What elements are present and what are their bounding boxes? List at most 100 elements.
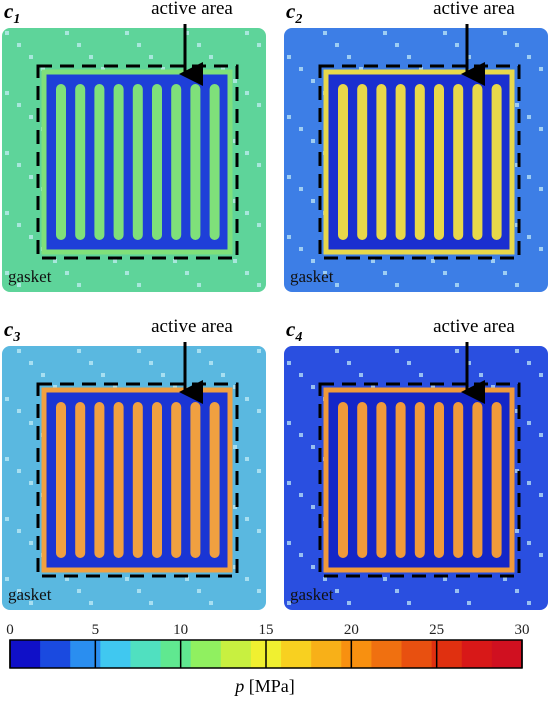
label-unit: [MPa]	[249, 676, 295, 696]
speckle	[257, 529, 261, 533]
channel-rib	[414, 84, 425, 240]
speckle	[53, 385, 57, 389]
speckle	[311, 505, 315, 509]
speckle	[113, 259, 117, 263]
colorbar-segment	[160, 640, 192, 668]
region-label: gasket	[8, 585, 52, 604]
speckle	[197, 43, 201, 47]
speckle	[515, 283, 519, 287]
speckle	[17, 529, 21, 533]
speckle	[197, 349, 201, 353]
speckle	[185, 577, 189, 581]
speckle	[503, 31, 507, 35]
speckle	[125, 271, 129, 275]
speckle	[245, 577, 249, 581]
speckle	[89, 55, 93, 59]
channel-rib	[56, 84, 66, 240]
speckle	[515, 349, 519, 353]
speckle	[41, 67, 45, 71]
colorbar-segment	[491, 640, 523, 668]
speckle	[311, 199, 315, 203]
speckle	[311, 565, 315, 569]
colorbar-segment	[40, 640, 71, 668]
speckle	[17, 349, 21, 353]
speckle	[359, 373, 363, 377]
channel-rib	[171, 84, 182, 240]
active-area-outline	[318, 64, 521, 260]
speckle	[359, 67, 363, 71]
speckle	[347, 361, 351, 365]
speckle	[299, 247, 303, 251]
channel-rib	[472, 84, 483, 240]
speckle	[299, 187, 303, 191]
speckle	[257, 349, 261, 353]
speckle	[65, 31, 69, 35]
speckle	[347, 55, 351, 59]
speckle	[5, 91, 9, 95]
speckle	[539, 553, 543, 557]
speckle	[527, 175, 531, 179]
speckle	[29, 421, 33, 425]
speckle	[527, 115, 531, 119]
speckle	[161, 67, 165, 71]
colorbar-tick-label: 30	[515, 622, 530, 638]
speckle	[407, 601, 411, 605]
speckle	[287, 541, 291, 545]
panel-label: c4	[286, 317, 302, 345]
panel-label: c2	[286, 0, 302, 27]
channel-rib	[376, 84, 387, 240]
speckle	[311, 385, 315, 389]
speckle	[257, 469, 261, 473]
speckle	[77, 283, 81, 287]
speckle	[371, 259, 375, 263]
speckle	[29, 175, 33, 179]
channel-rib	[434, 84, 444, 240]
speckle	[335, 43, 339, 47]
colorbar-tick-label: 5	[92, 622, 100, 638]
speckle	[233, 445, 237, 449]
speckle	[383, 31, 387, 35]
speckle	[233, 259, 237, 263]
speckle	[527, 541, 531, 545]
speckle	[467, 55, 471, 59]
channel-rib	[434, 402, 444, 558]
speckle	[527, 601, 531, 605]
speckle	[407, 361, 411, 365]
channel-rib	[171, 402, 182, 558]
speckle	[185, 31, 189, 35]
channel-rib	[94, 84, 105, 240]
speckle	[299, 553, 303, 557]
speckle	[395, 349, 399, 353]
speckle	[5, 31, 9, 35]
speckle	[491, 385, 495, 389]
speckle	[503, 577, 507, 581]
colorbar-segment	[461, 640, 493, 668]
speckle	[233, 79, 237, 83]
speckle	[383, 271, 387, 275]
channel-rib	[491, 84, 502, 240]
speckle	[467, 601, 471, 605]
channel-rib	[152, 84, 162, 240]
channel-rib	[472, 402, 483, 558]
speckle	[41, 373, 45, 377]
speckle	[257, 283, 261, 287]
panel: active area c3 gasket	[2, 316, 266, 610]
speckle	[149, 361, 153, 365]
colorbar-tick-label: 20	[344, 622, 359, 638]
speckle	[125, 31, 129, 35]
speckle	[149, 601, 153, 605]
speckle	[287, 115, 291, 119]
speckle	[245, 271, 249, 275]
speckle	[17, 223, 21, 227]
speckle	[257, 589, 261, 593]
speckle	[371, 385, 375, 389]
speckle	[5, 517, 9, 521]
label-subscript: 4	[294, 330, 302, 345]
speckle	[323, 31, 327, 35]
speckle	[245, 151, 249, 155]
speckle	[311, 445, 315, 449]
speckle	[527, 235, 531, 239]
colorbar-segment	[311, 640, 342, 668]
speckle	[515, 589, 519, 593]
